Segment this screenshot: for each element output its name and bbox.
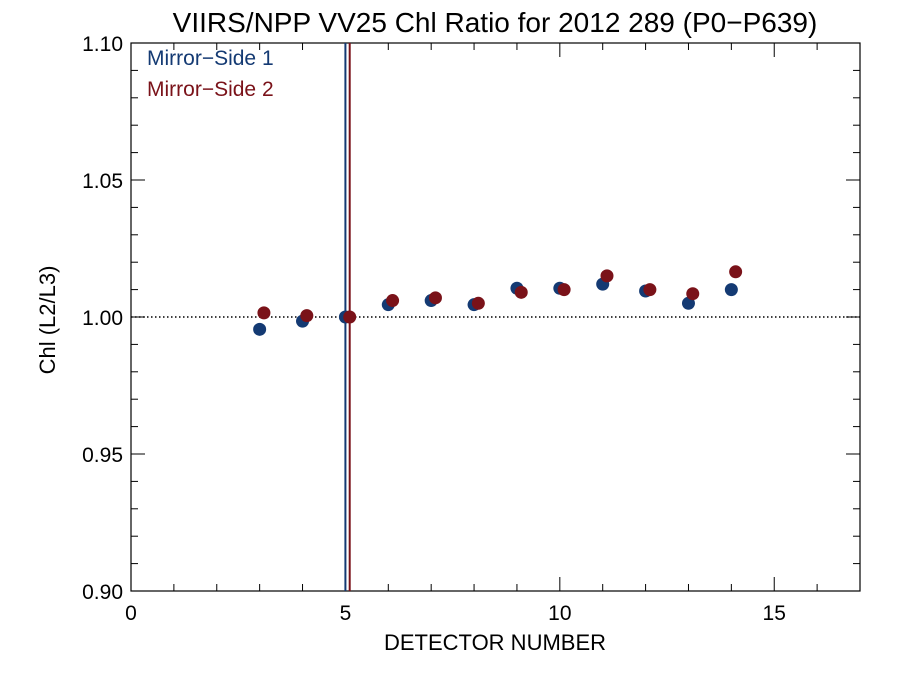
y-tick-label: 0.95 xyxy=(82,444,123,467)
y-tick-label: 1.00 xyxy=(82,307,123,330)
x-tick-label: 15 xyxy=(763,602,786,625)
data-point-series-2 xyxy=(686,287,700,301)
data-point-series-2 xyxy=(386,294,400,308)
data-point-series-2 xyxy=(643,283,657,297)
data-point-series-2 xyxy=(343,310,357,324)
plot-area: 0 5 10 15 0.90 0.95 1.00 1.05 1.10 xyxy=(82,33,861,625)
data-point-series-2 xyxy=(514,285,528,299)
data-point-series-1 xyxy=(724,283,738,297)
chart-title: VIIRS/NPP VV25 Chl Ratio for 2012 289 (P… xyxy=(173,7,818,38)
data-point-series-1 xyxy=(253,322,267,336)
legend-entry-mirror-side-1: Mirror−Side 1 xyxy=(147,47,274,70)
y-tick-label: 1.10 xyxy=(82,33,123,56)
data-point-series-2 xyxy=(600,269,614,283)
data-point-series-2 xyxy=(428,291,442,305)
data-point-series-2 xyxy=(729,265,743,279)
x-tick-label: 0 xyxy=(125,602,137,625)
x-tick-label: 5 xyxy=(340,602,352,625)
x-tick-label: 10 xyxy=(548,602,571,625)
x-axis-label: DETECTOR NUMBER xyxy=(384,630,606,655)
data-point-series-2 xyxy=(300,309,314,323)
legend-entry-mirror-side-2: Mirror−Side 2 xyxy=(147,78,274,101)
y-axis-label: Chl (L2/L3) xyxy=(35,266,60,375)
y-tick-label: 0.90 xyxy=(82,581,123,604)
data-point-series-2 xyxy=(257,306,271,320)
y-tick-label: 1.05 xyxy=(82,170,123,193)
data-point-series-2 xyxy=(471,296,485,310)
data-point-series-2 xyxy=(557,283,571,297)
